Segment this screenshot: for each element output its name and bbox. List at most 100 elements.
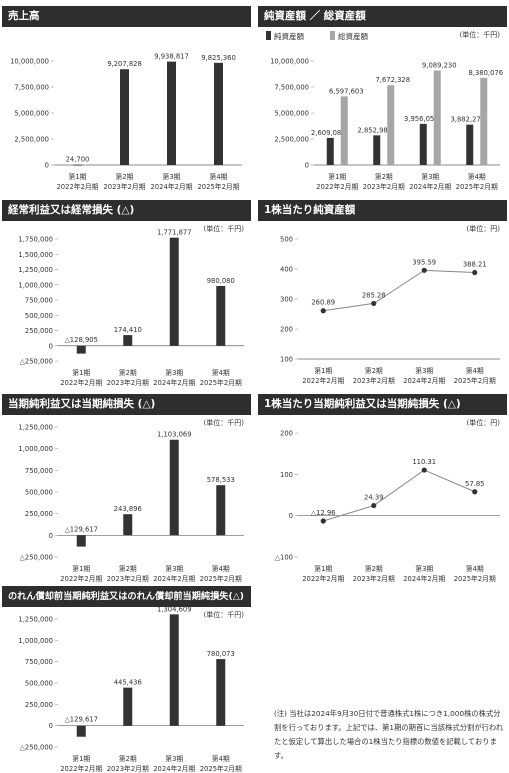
chart-panel-income-before-goodwill: のれん償却前当期純利益又はのれん償却前当期純損失(△) (単位：千円) △250,… xyxy=(2,586,251,773)
data-point xyxy=(421,467,427,473)
y-tick-label: 200 xyxy=(280,430,293,438)
y-tick-label: △100 xyxy=(275,554,293,562)
data-label: △128,905 xyxy=(65,336,98,344)
x-tick-label-period: 第4期 xyxy=(212,564,230,573)
x-tick-label-year: 2023年2月期 xyxy=(353,376,395,385)
x-tick-label-year: 2023年2月期 xyxy=(353,574,395,583)
x-tick-label-year: 2025年2月期 xyxy=(200,574,242,583)
bar xyxy=(480,77,488,165)
y-tick-label: 0 xyxy=(45,162,49,170)
x-tick-label-period: 第1期 xyxy=(69,172,87,181)
chart-title: 純資産額 ／ 総資産額 xyxy=(258,6,507,27)
y-tick-label: 0 xyxy=(49,342,53,350)
data-label: 6,597,603 xyxy=(329,87,364,95)
x-tick-label-period: 第4期 xyxy=(466,564,484,573)
y-tick-label: 250,000 xyxy=(25,510,53,518)
y-tick-label: 500,000 xyxy=(25,312,53,320)
bar xyxy=(216,285,226,346)
unit-label: (単位：円) xyxy=(467,418,501,427)
x-tick-label-year: 2023年2月期 xyxy=(363,182,405,191)
y-tick-label: 1,500,000 xyxy=(18,251,53,259)
y-tick-label: 1,000,000 xyxy=(18,281,53,289)
x-tick-label-year: 2022年2月期 xyxy=(60,378,102,387)
bar xyxy=(76,535,86,547)
series-line xyxy=(323,469,475,522)
chart-panel-eps: 1株当たり当期純利益又は当期純損失 (△) (単位：円) △100 0 100 200 第… xyxy=(258,394,507,583)
chart-panel-net-assets-per-share: 1株当たり純資産額 (単位：円) 100 200 300 400 500 第1期 2022年2… xyxy=(258,200,507,385)
data-point xyxy=(421,267,427,273)
chart-title: 経常利益又は経常損失 (△) xyxy=(2,200,251,221)
y-tick-label: 250,000 xyxy=(25,327,53,335)
data-label: 780,073 xyxy=(207,650,235,658)
data-label: 388.21 xyxy=(463,261,487,269)
x-tick-label-year: 2023年2月期 xyxy=(103,182,145,191)
y-tick-label: 250,000 xyxy=(25,701,53,709)
bar xyxy=(76,725,86,737)
y-tick-label: 5,000,000 xyxy=(274,110,309,118)
y-tick-label: 100 xyxy=(280,356,293,364)
bar xyxy=(123,335,133,346)
y-tick-label: △250,000 xyxy=(20,744,53,752)
data-label: 8,380,076 xyxy=(468,69,503,77)
chart-plot: (単位：千円) △250,000 0 250,000 500,000 750,000 1,0… xyxy=(18,224,245,387)
x-tick-label-year: 2025年2月期 xyxy=(197,182,239,191)
data-label: 395.59 xyxy=(412,258,436,266)
y-tick-label: 1,000,000 xyxy=(18,637,53,645)
unit-label: (単位：千円) xyxy=(204,418,245,427)
y-tick-label: 0 xyxy=(49,722,53,730)
bar xyxy=(216,485,226,536)
data-label: 445,436 xyxy=(114,679,142,687)
bar xyxy=(169,237,179,346)
x-tick-label-year: 2025年2月期 xyxy=(454,376,496,385)
data-label: 1,771,877 xyxy=(157,229,192,237)
unit-label: (単位：円) xyxy=(467,224,501,233)
unit-label: (単位：千円) xyxy=(460,30,501,39)
x-tick-label-period: 第4期 xyxy=(468,172,486,181)
x-tick-label-year: 2024年2月期 xyxy=(153,574,195,583)
x-tick-label-year: 2024年2月期 xyxy=(153,378,195,387)
bar xyxy=(120,69,129,165)
y-tick-label: 200 xyxy=(280,326,293,334)
y-tick-label: 5,000,000 xyxy=(14,110,49,118)
x-tick-label-period: 第1期 xyxy=(314,564,332,573)
data-label: △129,617 xyxy=(65,716,98,724)
data-label: 24,700 xyxy=(66,156,90,164)
x-tick-label-period: 第2期 xyxy=(365,564,383,573)
x-tick-label-period: 第1期 xyxy=(72,368,90,377)
x-tick-label-year: 2024年2月期 xyxy=(409,182,451,191)
data-label: 9,938,817 xyxy=(154,53,189,61)
data-label: 9,207,828 xyxy=(107,60,142,68)
y-tick-label: 10,000,000 xyxy=(270,58,309,66)
data-label: 7,672,328 xyxy=(375,76,410,84)
data-point xyxy=(320,308,326,314)
legend-label: 純資産額 xyxy=(274,31,304,41)
x-tick-label-year: 2022年2月期 xyxy=(60,574,102,583)
data-label: 24.39 xyxy=(364,494,383,502)
chart-plot: (単位：千円) △250,000 0 250,000 500,000 750,000 1,0… xyxy=(18,418,245,583)
x-tick-label-period: 第1期 xyxy=(72,754,90,763)
y-tick-label: 500,000 xyxy=(25,680,53,688)
unit-label: (単位：千円) xyxy=(204,224,245,233)
x-tick-label-period: 第1期 xyxy=(314,366,332,375)
y-tick-label: 400 xyxy=(280,266,293,274)
x-tick-label-period: 第1期 xyxy=(72,564,90,573)
y-tick-label: 1,000,000 xyxy=(18,445,53,453)
x-tick-label-year: 2022年2月期 xyxy=(316,182,358,191)
bar xyxy=(123,514,133,536)
data-label: 9,089,230 xyxy=(422,61,457,69)
x-tick-label-period: 第2期 xyxy=(116,172,134,181)
chart-title: 1株当たり純資産額 xyxy=(258,200,507,221)
y-tick-label: 300 xyxy=(280,296,293,304)
data-label: 578,533 xyxy=(207,476,235,484)
x-tick-label-period: 第2期 xyxy=(365,366,383,375)
unit-label: (単位：千円) xyxy=(204,610,245,619)
chart-title: 売上高 xyxy=(2,6,251,27)
data-point xyxy=(320,518,326,524)
x-tick-label-period: 第4期 xyxy=(210,172,228,181)
y-tick-label: △250,000 xyxy=(20,554,53,562)
legend-swatch xyxy=(266,31,271,40)
chart-plot: (単位：千円) 純資産額 総資産額 0 2,500,000 5,000,000 7,500,… xyxy=(266,30,503,191)
y-tick-label: 1,250,000 xyxy=(18,616,53,624)
bar xyxy=(169,614,179,726)
